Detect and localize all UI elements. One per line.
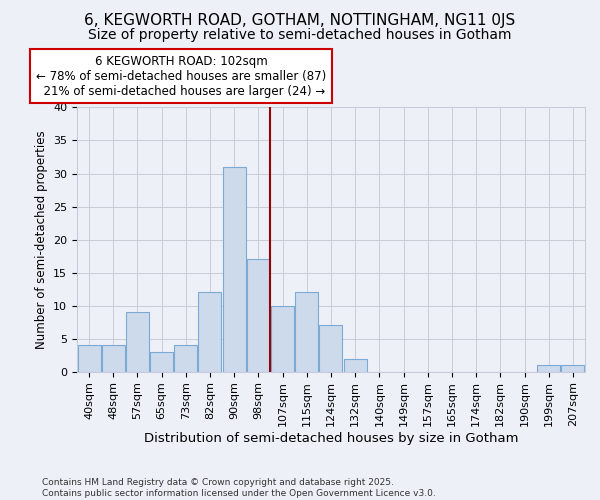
Bar <box>77 346 101 372</box>
Bar <box>537 365 560 372</box>
Y-axis label: Number of semi-detached properties: Number of semi-detached properties <box>35 130 47 349</box>
Bar <box>126 312 149 372</box>
Text: 6 KEGWORTH ROAD: 102sqm
← 78% of semi-detached houses are smaller (87)
  21% of : 6 KEGWORTH ROAD: 102sqm ← 78% of semi-de… <box>36 54 326 98</box>
Text: Contains HM Land Registry data © Crown copyright and database right 2025.
Contai: Contains HM Land Registry data © Crown c… <box>42 478 436 498</box>
Bar <box>562 365 584 372</box>
Bar <box>271 306 294 372</box>
Text: Size of property relative to semi-detached houses in Gotham: Size of property relative to semi-detach… <box>88 28 512 42</box>
Bar <box>247 260 270 372</box>
Bar <box>174 346 197 372</box>
Bar <box>295 292 318 372</box>
Text: 6, KEGWORTH ROAD, GOTHAM, NOTTINGHAM, NG11 0JS: 6, KEGWORTH ROAD, GOTHAM, NOTTINGHAM, NG… <box>85 12 515 28</box>
Bar <box>223 167 245 372</box>
Bar <box>102 346 125 372</box>
X-axis label: Distribution of semi-detached houses by size in Gotham: Distribution of semi-detached houses by … <box>144 432 518 445</box>
Bar <box>199 292 221 372</box>
Bar <box>150 352 173 372</box>
Bar <box>344 358 367 372</box>
Bar <box>319 326 343 372</box>
